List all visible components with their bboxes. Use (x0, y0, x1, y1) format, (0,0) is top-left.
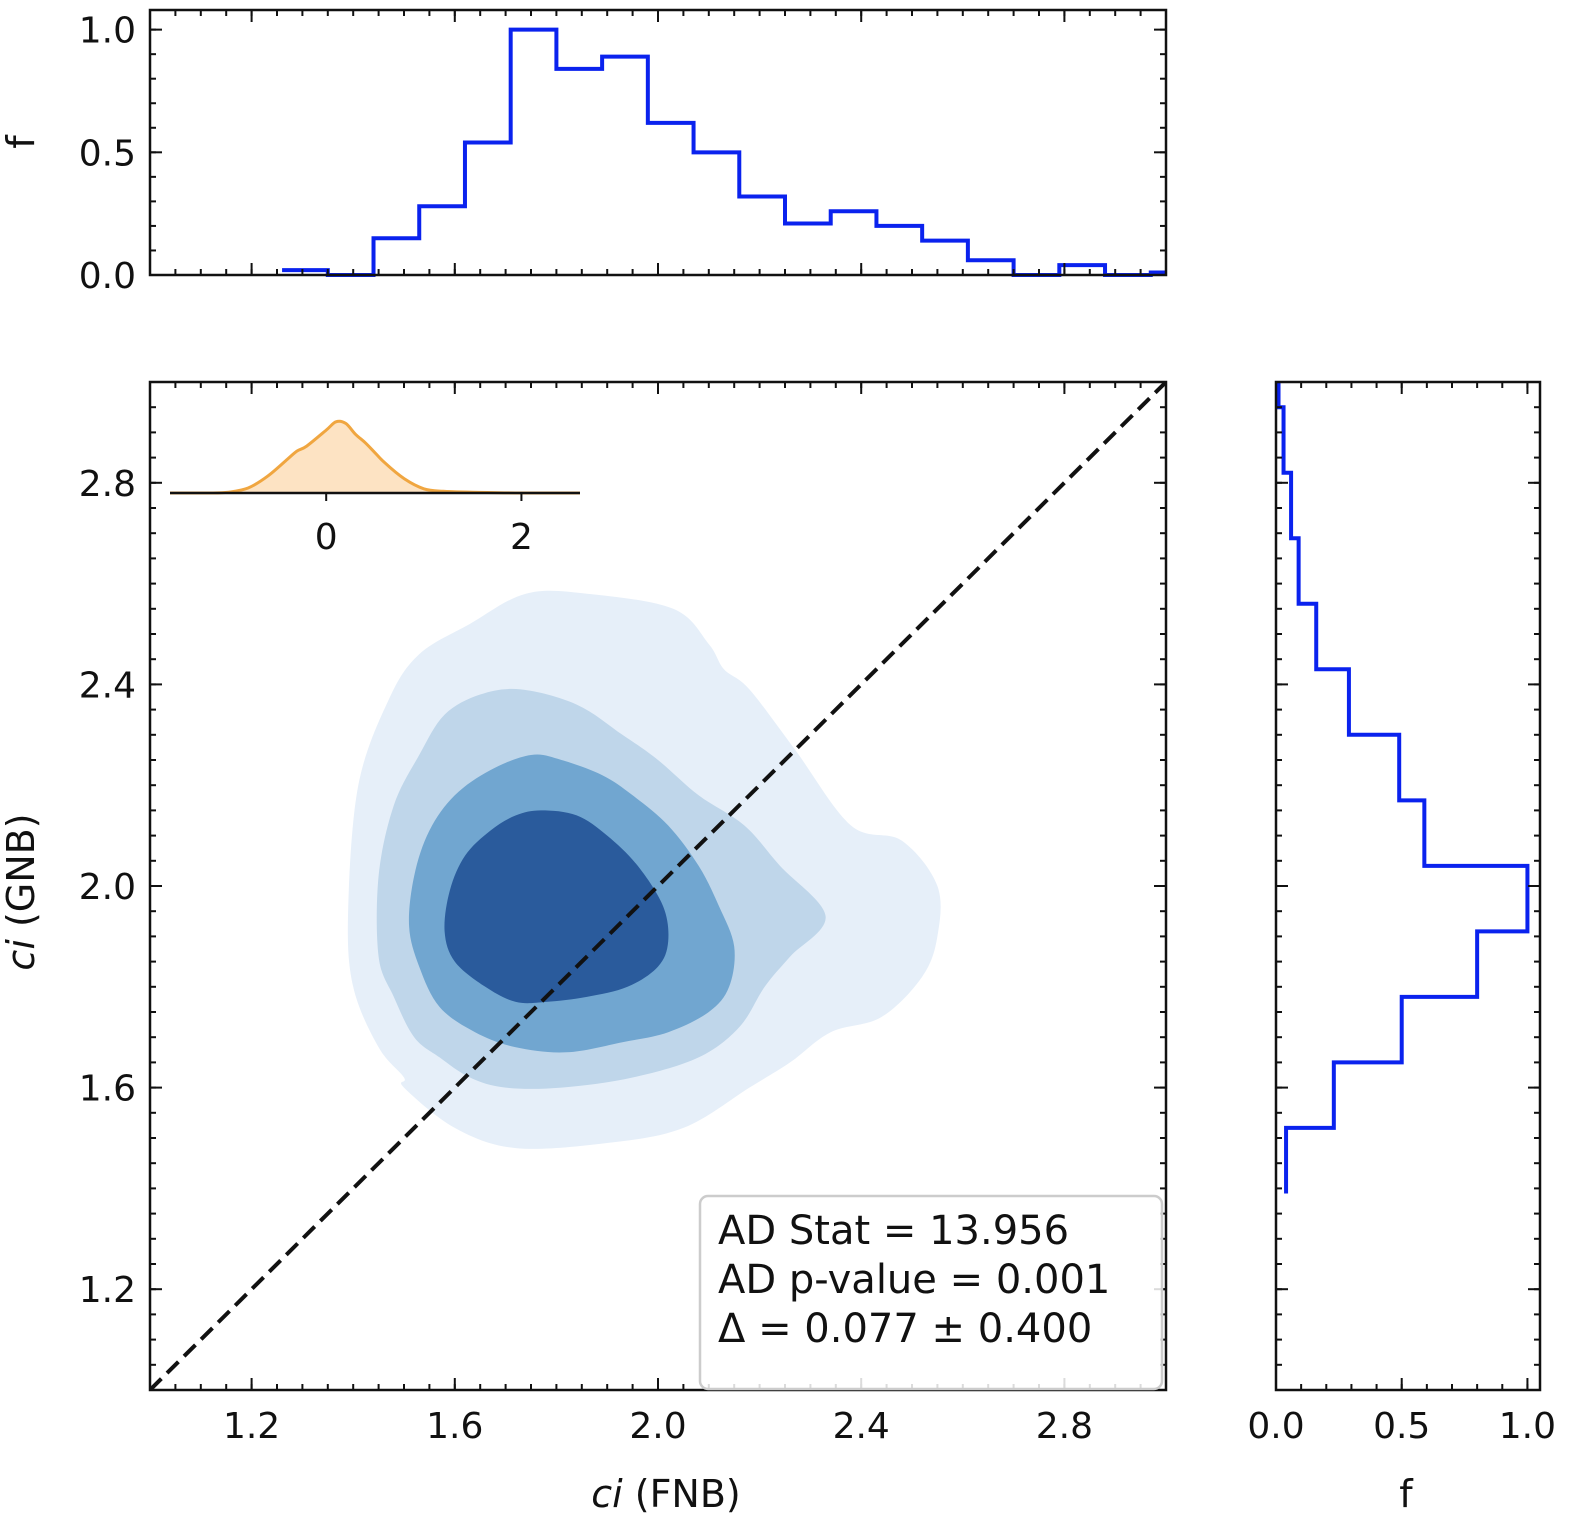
inset-kde-line (169, 419, 581, 495)
right-hist-step-line (1276, 382, 1530, 1194)
main-x-tick-label: 1.2 (223, 1406, 280, 1447)
main-x-tick-label: 1.6 (426, 1406, 483, 1447)
top-hist-step-line (282, 27, 1166, 277)
kde-contour-level-4 (444, 810, 669, 1004)
top-hist-y-tick-label: 1.0 (79, 11, 136, 52)
main-x-tick-label: 2.0 (629, 1406, 686, 1447)
top-histogram-panel: 0.0 0.5 1.0 (79, 8, 1168, 297)
top-hist-y-tick-label: 0.5 (79, 133, 136, 174)
stats-box: AD Stat = 13.956 AD p-value = 0.001 Δ = … (698, 1194, 1164, 1391)
right-hist-frame (1274, 380, 1542, 1392)
right-hist-x-tick-label: 0.0 (1247, 1406, 1304, 1447)
right-hist-x-tick-label: 1.0 (1499, 1406, 1556, 1447)
main-y-tick-label: 2.8 (79, 464, 136, 505)
right-hist-xlabel: f (1399, 1472, 1414, 1516)
main-y-tick-label: 2.0 (79, 867, 136, 908)
main-x-tick-label: 2.8 (1036, 1406, 1093, 1447)
main-plot-area (150, 382, 1166, 1390)
inset-x-tick-label: 2 (510, 517, 533, 558)
main-y-tick-label: 2.4 (79, 665, 136, 706)
main-frame (148, 380, 1168, 1392)
stats-delta: Δ = 0.077 ± 0.400 (718, 1306, 1092, 1352)
inset-x-tick-label: 0 (315, 517, 338, 558)
main-xlabel: ci (FNB) (591, 1472, 741, 1516)
main-x-tick-label: 2.4 (833, 1406, 890, 1447)
right-histogram-panel: 0.0 0.5 1.0 (1247, 380, 1556, 1447)
stats-ad-stat: AD Stat = 13.956 (718, 1208, 1069, 1254)
stats-ad-pvalue: AD p-value = 0.001 (718, 1257, 1110, 1303)
top-hist-frame (148, 8, 1168, 277)
main-kde-panel: 0 2 1.2 1.6 2.0 2.4 2.8 1.2 1.6 2.0 2.4 2.8 (79, 380, 1168, 1447)
top-hist-y-tick-label: 0.0 (79, 256, 136, 297)
right-hist-x-tick-label: 0.5 (1373, 1406, 1430, 1447)
main-y-tick-label: 1.2 (79, 1270, 136, 1311)
top-hist-ylabel: f (0, 134, 43, 149)
main-y-tick-label: 1.6 (79, 1069, 136, 1110)
inset-kde-fill (170, 421, 580, 494)
main-ylabel: ci (GNB) (0, 813, 43, 970)
